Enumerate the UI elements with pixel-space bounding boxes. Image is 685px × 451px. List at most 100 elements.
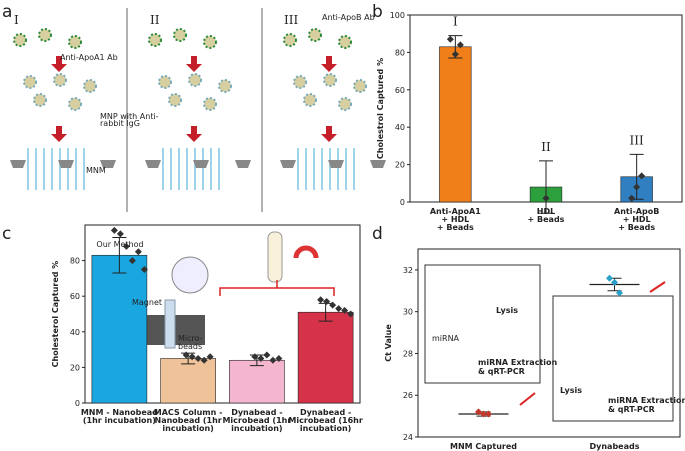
pillar bbox=[193, 160, 209, 168]
panel-label: b bbox=[372, 2, 383, 22]
column-shape bbox=[164, 299, 176, 349]
bar bbox=[160, 358, 216, 404]
y-tick-label: 20 bbox=[70, 363, 80, 372]
inset-label: Micro-beads bbox=[178, 334, 203, 351]
inset-label: miRNA Extraction & qRT-PCR bbox=[608, 396, 685, 414]
data-point bbox=[542, 194, 550, 202]
y-tick-label: 26 bbox=[403, 391, 413, 400]
inset-label: Magnet bbox=[132, 298, 162, 307]
bar bbox=[91, 254, 148, 404]
error-bar bbox=[539, 160, 553, 214]
data-point bbox=[128, 257, 136, 265]
schematic-label: MNM bbox=[86, 166, 106, 175]
bar bbox=[297, 311, 354, 404]
pillar bbox=[58, 160, 74, 168]
y-tick-label: 40 bbox=[70, 327, 80, 336]
particle bbox=[293, 75, 307, 89]
y-axis-label: Cholestrol Captured % bbox=[376, 58, 385, 159]
x-tick-label: MNM - Nanobead (1hr incubation) bbox=[81, 408, 158, 425]
y-tick-label: 24 bbox=[403, 433, 413, 442]
x-tick-label: Anti-ApoB + HDL + Beads bbox=[614, 207, 659, 232]
data-point bbox=[329, 301, 337, 309]
y-axis-label: Cholesterol Captured % bbox=[51, 261, 60, 368]
data-point bbox=[275, 355, 283, 362]
panel-label: d bbox=[372, 224, 383, 244]
particle bbox=[173, 28, 187, 42]
pointer-arrow bbox=[649, 281, 666, 293]
data-point bbox=[633, 183, 641, 191]
bar-annotation: III bbox=[630, 133, 644, 147]
x-tick-label: MACS Column -Nanobead (1hr incubation) bbox=[154, 408, 223, 433]
data-point bbox=[475, 408, 482, 416]
pillar bbox=[280, 160, 296, 168]
y-tick-label: 30 bbox=[403, 307, 413, 316]
particle bbox=[68, 35, 82, 49]
down-arrow bbox=[186, 126, 202, 142]
particle bbox=[168, 93, 182, 107]
data-point bbox=[269, 356, 277, 364]
particle bbox=[323, 73, 337, 87]
data-point bbox=[200, 356, 208, 364]
y-tick-label: 60 bbox=[70, 292, 80, 301]
pillar bbox=[145, 160, 161, 168]
y-tick-label: 60 bbox=[395, 85, 405, 94]
y-tick-label: 28 bbox=[403, 349, 413, 358]
pillar bbox=[235, 160, 251, 168]
data-point bbox=[194, 355, 202, 362]
inset-label: Lysis bbox=[560, 386, 582, 395]
down-arrow bbox=[186, 56, 202, 72]
data-point bbox=[335, 305, 343, 313]
plot-frame bbox=[417, 248, 681, 438]
inset-label: miRNA bbox=[432, 334, 460, 343]
data-point bbox=[251, 353, 259, 361]
particle bbox=[158, 75, 172, 89]
y-tick-label: 40 bbox=[395, 123, 405, 132]
data-point bbox=[606, 274, 613, 282]
particle bbox=[148, 33, 162, 47]
pillar bbox=[370, 160, 386, 168]
data-point bbox=[628, 194, 636, 202]
particle bbox=[38, 28, 52, 42]
data-point bbox=[134, 248, 142, 256]
data-point bbox=[616, 289, 623, 297]
magnet-icon bbox=[293, 245, 319, 259]
particle bbox=[283, 33, 297, 47]
data-point bbox=[480, 410, 487, 418]
zoom-circle bbox=[171, 256, 209, 294]
particle bbox=[188, 73, 202, 87]
plot-frame bbox=[84, 224, 361, 404]
data-point bbox=[188, 353, 196, 361]
data-point bbox=[611, 278, 618, 286]
schematic-label: Anti-ApoB Ab bbox=[322, 13, 375, 22]
data-point bbox=[182, 351, 190, 359]
down-arrow bbox=[51, 56, 67, 72]
pillar bbox=[328, 160, 344, 168]
y-tick-label: 80 bbox=[70, 256, 80, 265]
data-point bbox=[347, 310, 355, 318]
tube-shape bbox=[267, 231, 283, 283]
bracket bbox=[219, 280, 335, 296]
data-point bbox=[206, 353, 214, 361]
x-tick-label: Dynabead -Microbead (16hr incubation) bbox=[288, 408, 362, 433]
y-axis-label: Ct Value bbox=[384, 324, 393, 362]
particle bbox=[338, 97, 352, 111]
particle bbox=[68, 97, 82, 111]
x-tick-label: Anti-ApoA1 + HDL + Beads bbox=[430, 207, 481, 232]
y-tick-label: 32 bbox=[403, 265, 413, 274]
x-tick-label: Dynabeads bbox=[590, 442, 640, 451]
stage-label: III bbox=[284, 13, 298, 27]
y-tick-label: 0 bbox=[400, 198, 405, 207]
annotation: Our Method bbox=[96, 240, 143, 249]
inset-label: Lysis bbox=[496, 306, 518, 315]
particle bbox=[308, 28, 322, 42]
particle bbox=[33, 93, 47, 107]
bar bbox=[439, 46, 472, 203]
inset-box bbox=[424, 264, 541, 384]
data-point bbox=[110, 226, 118, 234]
data-point bbox=[122, 242, 130, 250]
stage-label: II bbox=[150, 13, 160, 27]
particle bbox=[218, 79, 232, 93]
stage-label: I bbox=[14, 13, 19, 27]
data-point bbox=[317, 296, 325, 304]
